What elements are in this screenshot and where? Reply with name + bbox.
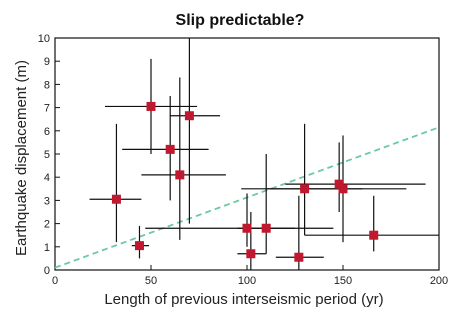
y-tick-label: 0: [44, 265, 50, 277]
y-tick-label: 5: [44, 149, 50, 161]
y-tick-label: 7: [44, 103, 50, 115]
y-tick-label: 4: [44, 172, 50, 184]
data-point: [300, 184, 310, 194]
y-tick-label: 6: [44, 126, 50, 138]
data-point: [184, 111, 194, 121]
data-point: [369, 230, 379, 240]
x-tick-label: 200: [430, 275, 448, 287]
y-tick-label: 10: [38, 33, 50, 45]
x-tick-label: 150: [334, 275, 352, 287]
y-tick-label: 8: [44, 79, 50, 91]
data-point: [334, 179, 344, 189]
data-point: [246, 249, 256, 259]
data-point: [111, 194, 121, 204]
data-point: [338, 184, 348, 194]
data-point: [294, 252, 304, 262]
x-tick-label: 0: [52, 275, 58, 287]
x-tick-label: 100: [238, 275, 256, 287]
data-point: [261, 223, 271, 233]
data-point: [175, 170, 185, 180]
chart-title: Slip predictable?: [176, 12, 305, 29]
y-tick-label: 1: [44, 242, 50, 254]
data-point: [242, 223, 252, 233]
data-point: [134, 241, 144, 251]
x-tick-label: 50: [145, 275, 157, 287]
x-axis-label: Length of previous interseismic period (…: [104, 291, 383, 308]
data-point: [165, 144, 175, 154]
y-tick-label: 2: [44, 219, 50, 231]
y-tick-label: 3: [44, 195, 50, 207]
y-axis-label: Earthquake displacement (m): [13, 60, 30, 256]
y-tick-label: 9: [44, 56, 50, 68]
data-point: [146, 101, 156, 111]
